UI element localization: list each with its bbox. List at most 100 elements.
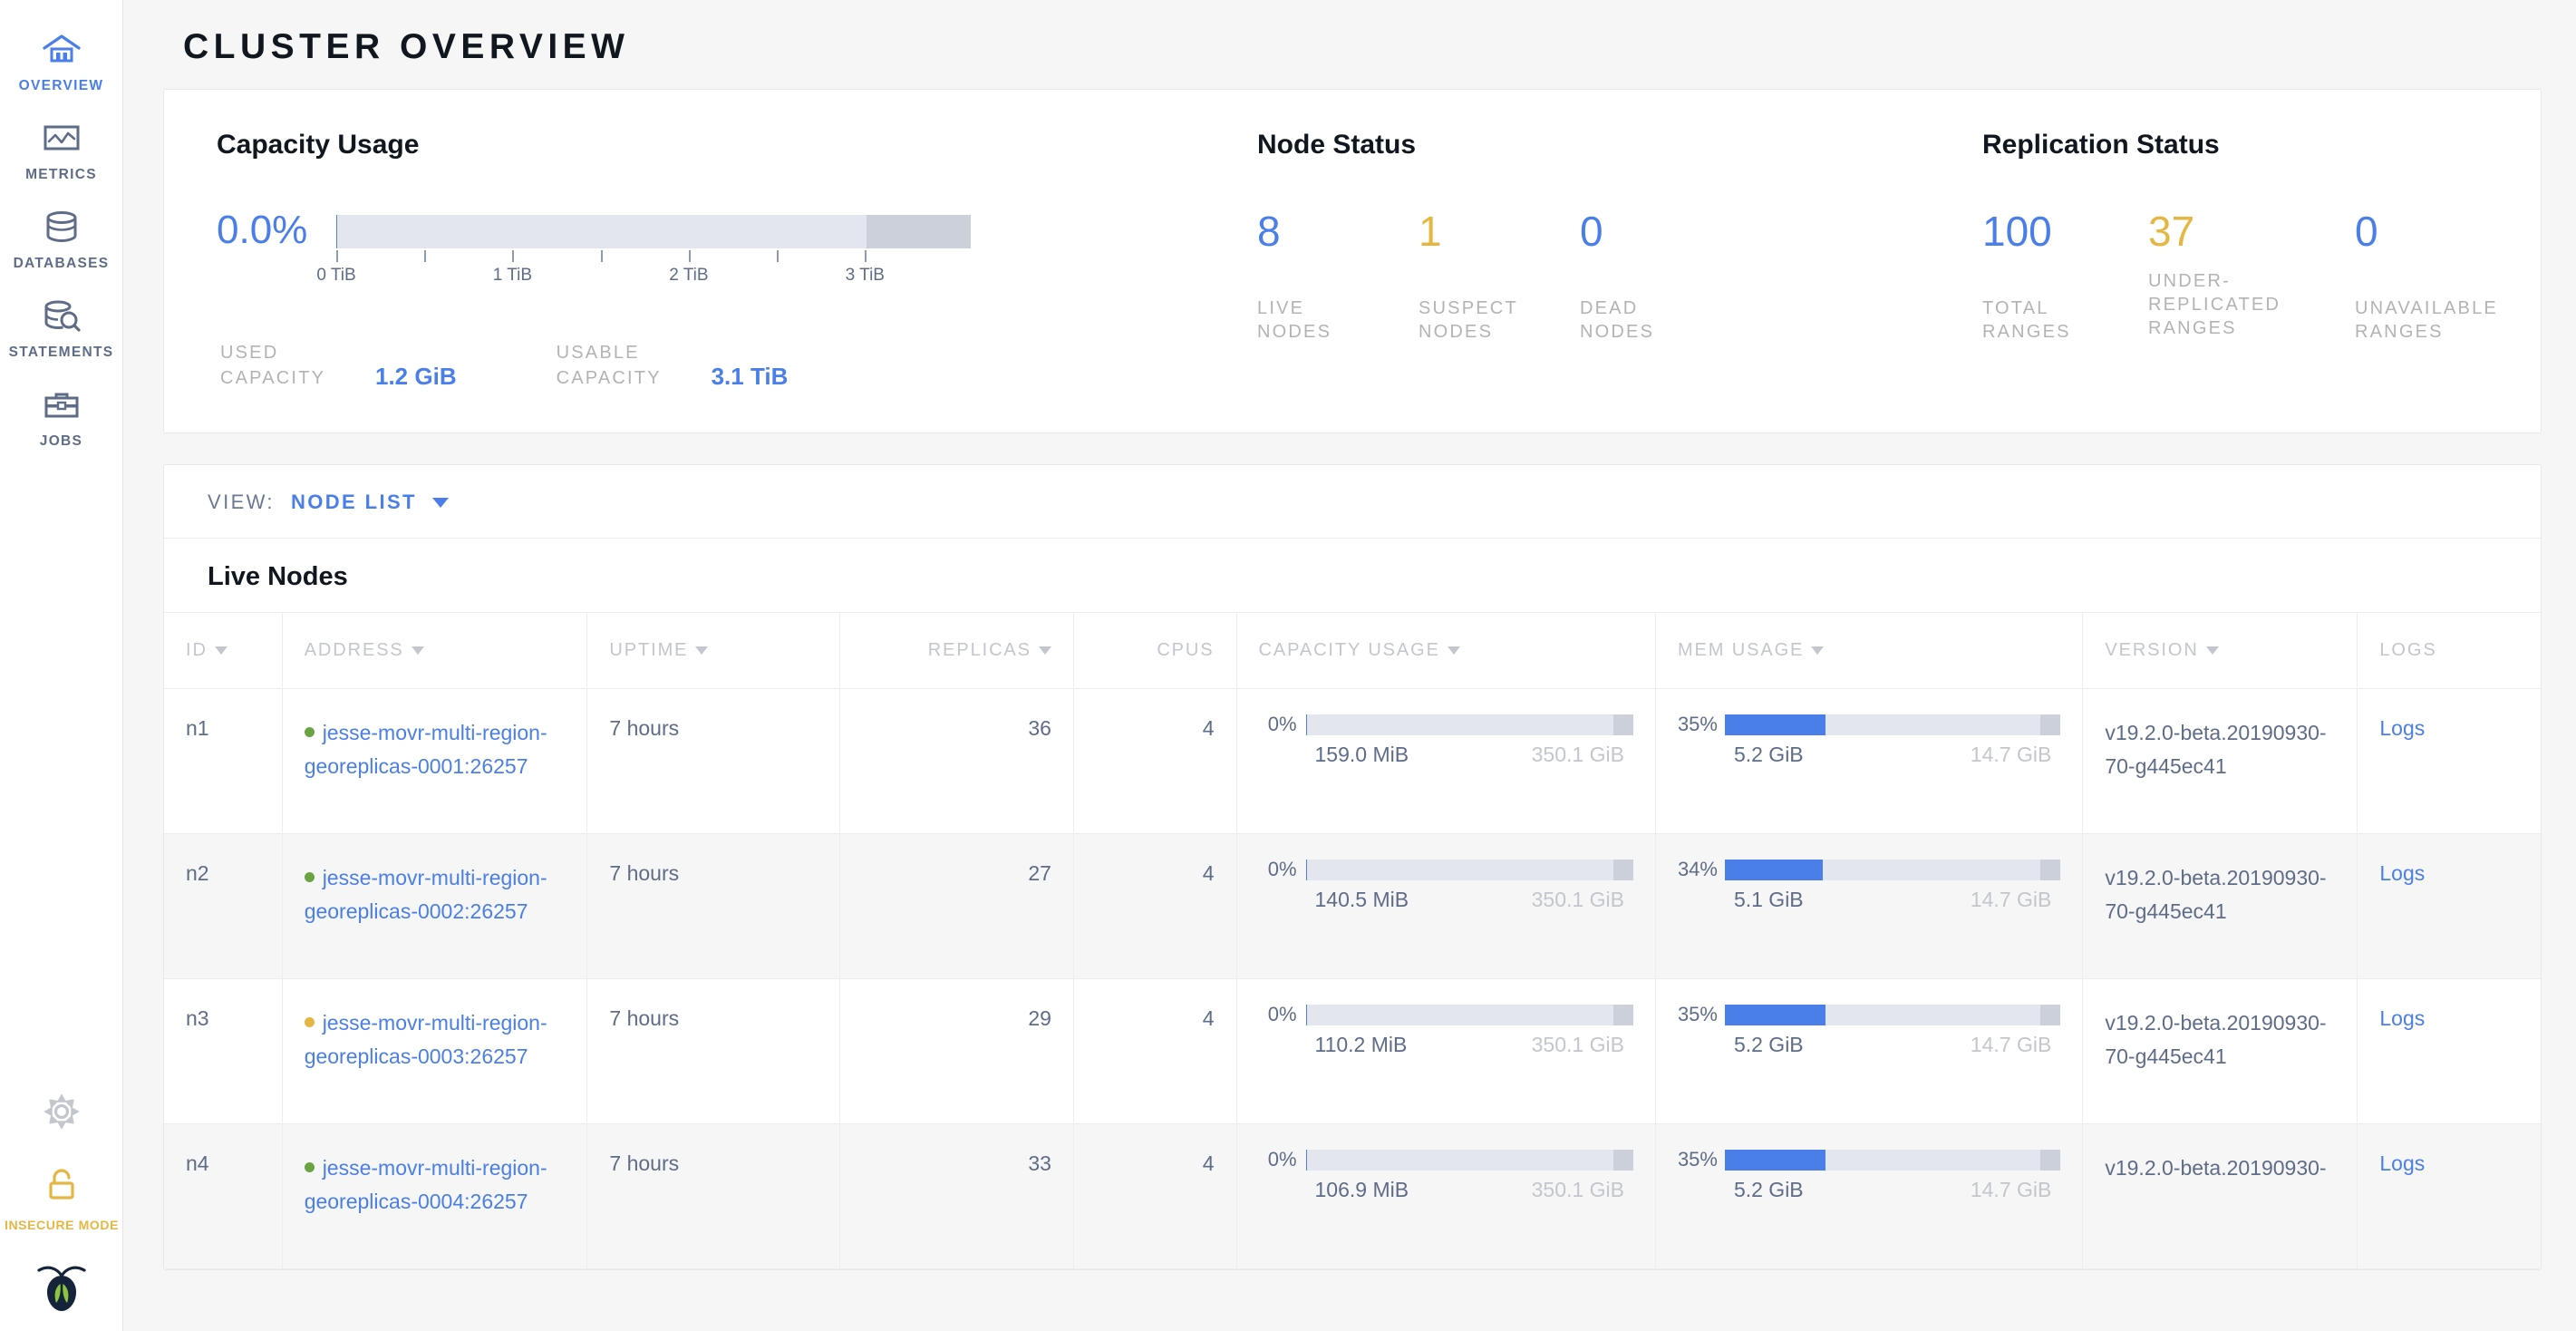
cell-logs: Logs xyxy=(2357,688,2541,834)
usable-capacity-label: USABLE CAPACITY xyxy=(556,343,662,388)
cell-mem-usage: 35% 5.2 GiB 14.7 GiB xyxy=(1655,978,2084,1124)
replication-status-stat-value: 37 xyxy=(2148,208,2195,255)
capacity-usage-title: Capacity Usage xyxy=(217,130,420,160)
replication-status-stat-value: 0 xyxy=(2355,208,2378,255)
chevron-down-icon[interactable] xyxy=(431,497,449,508)
table-header-label: ID xyxy=(186,640,208,660)
home-icon xyxy=(42,29,81,71)
gear-icon[interactable] xyxy=(42,1092,82,1136)
capacity-axis-labels: 0 TiB 1 TiB 2 TiB 3 TiB xyxy=(316,266,971,286)
table-header-label: MEM USAGE xyxy=(1677,640,1805,660)
replication-status-stat: 100 TOTAL RANGES xyxy=(1982,209,2100,344)
node-version-text: v19.2.0-beta.20190930-70-g445ec41 xyxy=(2105,866,2327,923)
view-value[interactable]: NODE LIST xyxy=(290,491,417,513)
cell-logs: Logs xyxy=(2357,833,2541,979)
node-status-stat: 8 LIVE NODES xyxy=(1257,209,1364,344)
cell-mem-usage-track xyxy=(1724,1149,2061,1171)
capacity-axis-tick xyxy=(600,250,603,262)
cell-capacity-usage-track xyxy=(1305,1149,1633,1171)
cell-cpus: 4 xyxy=(1073,1123,1237,1269)
sort-caret-icon[interactable] xyxy=(1447,646,1460,656)
capacity-axis-ticks xyxy=(336,250,971,263)
cell-capacity-usage-percent: 0% xyxy=(1267,713,1297,735)
sidebar-item-jobs[interactable]: JOBS xyxy=(0,372,123,461)
node-status-stats: 8 LIVE NODES 1 SUSPECT NODES 0 DEAD NODES xyxy=(1257,209,1935,344)
table-header-label: VERSION xyxy=(2105,640,2199,660)
table-header-version[interactable]: VERSION xyxy=(2082,612,2358,689)
cell-mem-usage: 35% 5.2 GiB 14.7 GiB xyxy=(1655,688,2084,834)
cockroach-logo-icon xyxy=(34,1259,90,1318)
chart-icon xyxy=(43,118,81,160)
capacity-bar-chart: 0 TiB 1 TiB 2 TiB 3 TiB xyxy=(316,209,971,286)
sort-caret-icon[interactable] xyxy=(2205,646,2219,656)
node-status-dot-icon xyxy=(304,872,315,882)
table-header-label: REPLICAS xyxy=(927,640,1031,660)
logs-link[interactable]: Logs xyxy=(2379,861,2426,885)
node-address-link[interactable]: jesse-movr-multi-region-georeplicas-0002… xyxy=(304,866,547,923)
sort-caret-icon[interactable] xyxy=(1811,646,1825,656)
cell-capacity-usage-used: 140.5 MiB xyxy=(1314,888,1409,911)
logs-link[interactable]: Logs xyxy=(2379,716,2426,740)
node-status-stat-value: 1 xyxy=(1419,208,1442,255)
cell-logs: Logs xyxy=(2357,1123,2541,1269)
cell-mem-usage-total: 14.7 GiB xyxy=(1970,1033,2052,1056)
sidebar-item-label: JOBS xyxy=(39,433,83,449)
node-address-link[interactable]: jesse-movr-multi-region-georeplicas-0003… xyxy=(304,1011,547,1068)
sidebar-item-overview[interactable]: OVERVIEW xyxy=(0,16,123,105)
sidebar-item-label: STATEMENTS xyxy=(8,345,114,360)
cell-cpus: 4 xyxy=(1073,833,1237,979)
logs-link[interactable]: Logs xyxy=(2379,1006,2426,1030)
cell-mem-usage: 34% 5.1 GiB 14.7 GiB xyxy=(1655,833,2084,979)
sort-caret-icon[interactable] xyxy=(411,646,424,656)
cell-mem-usage-fill xyxy=(1724,859,1824,880)
capacity-axis-tick xyxy=(865,250,867,262)
cell-address: jesse-movr-multi-region-georeplicas-0002… xyxy=(282,833,588,979)
cell-cpus: 4 xyxy=(1073,688,1237,834)
unlocked-padlock-icon xyxy=(42,1165,82,1210)
sort-caret-icon[interactable] xyxy=(214,646,228,656)
replication-status-stat: 0 UNAVAILABLE RANGES xyxy=(2355,208,2496,344)
node-status-title: Node Status xyxy=(1257,130,1417,160)
table-header-cpus: CPUS xyxy=(1073,612,1237,689)
used-capacity-stat: USED CAPACITY 1.2 GiB xyxy=(220,340,457,391)
cluster-summary-card: Capacity Usage 0.0% 0 TiB 1 TiB 2 TiB 3 TiB xyxy=(163,89,2542,433)
cell-uptime: 7 hours xyxy=(586,978,840,1124)
cell-capacity-usage-track xyxy=(1305,859,1633,880)
node-status-section: Node Status 8 LIVE NODES 1 SUSPECT NODES 0 DE… xyxy=(1234,130,1959,391)
table-header-address[interactable]: ADDRESS xyxy=(282,612,588,689)
used-capacity-label: USED CAPACITY xyxy=(220,343,326,388)
cell-address: jesse-movr-multi-region-georeplicas-0004… xyxy=(282,1123,588,1269)
sidebar-item-metrics[interactable]: METRICS xyxy=(0,105,123,194)
sidebar-item-label: OVERVIEW xyxy=(18,78,104,93)
cell-version: v19.2.0-beta.20190930-70-g445ec41 xyxy=(2082,978,2358,1124)
table-header-capacity[interactable]: CAPACITY USAGE xyxy=(1236,612,1656,689)
logs-link[interactable]: Logs xyxy=(2379,1151,2426,1175)
cell-mem-usage: 35% 5.2 GiB 14.7 GiB xyxy=(1655,1123,2084,1269)
node-address-link[interactable]: jesse-movr-multi-region-georeplicas-0001… xyxy=(304,721,547,778)
sort-caret-icon[interactable] xyxy=(1038,646,1051,656)
sort-caret-icon[interactable] xyxy=(695,646,709,656)
cell-version: v19.2.0-beta.20190930-70-g445ec41 xyxy=(2082,688,2358,834)
table-header-uptime[interactable]: UPTIME xyxy=(586,612,840,689)
capacity-axis-tick xyxy=(688,250,691,262)
cell-capacity-usage-limit-marker xyxy=(1612,1004,1633,1025)
cell-mem-usage-percent: 34% xyxy=(1677,858,1718,880)
node-version-text: v19.2.0-beta.20190930-70-g445ec41 xyxy=(2105,1011,2327,1068)
table-header-id[interactable]: ID xyxy=(164,612,283,689)
node-address-link[interactable]: jesse-movr-multi-region-georeplicas-0004… xyxy=(304,1156,547,1213)
table-header-label: UPTIME xyxy=(609,640,689,660)
cell-uptime: 7 hours xyxy=(586,688,840,834)
sidebar-item-databases[interactable]: DATABASES xyxy=(0,194,123,283)
table-header-mem[interactable]: MEM USAGE xyxy=(1655,612,2084,689)
sidebar-item-statements[interactable]: STATEMENTS xyxy=(0,283,123,372)
replication-status-stats: 100 TOTAL RANGES 37 UNDER- REPLICATED RANGE… xyxy=(1982,209,2517,344)
table-header-replicas[interactable]: REPLICAS xyxy=(839,612,1074,689)
cell-node-id: n2 xyxy=(164,833,283,979)
capacity-axis-tick xyxy=(424,250,427,262)
node-status-stat: 1 SUSPECT NODES xyxy=(1419,209,1525,344)
node-status-stat-label: LIVE NODES xyxy=(1257,298,1332,342)
node-status-dot-icon xyxy=(304,1017,315,1027)
cell-mem-usage-track xyxy=(1724,714,2061,735)
used-capacity-value: 1.2 GiB xyxy=(375,363,457,390)
